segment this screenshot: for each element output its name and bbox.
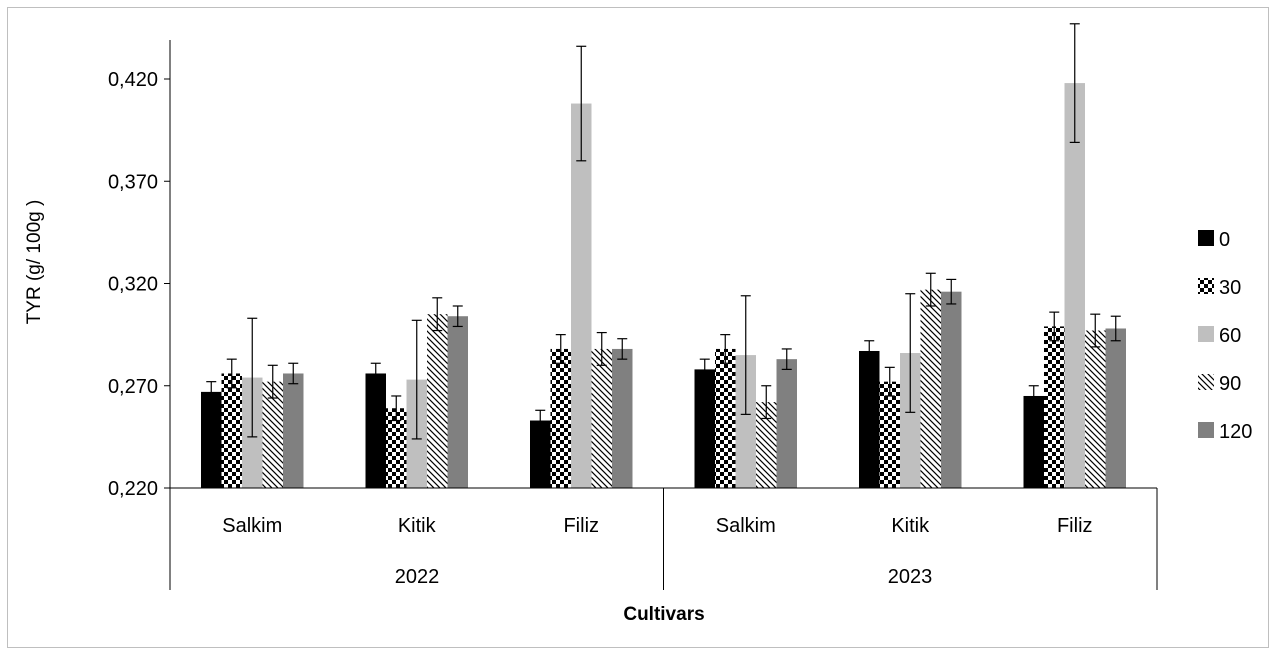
error-bar	[576, 45, 587, 162]
y-tick-label: 0,220	[108, 478, 158, 500]
bar-series-90-kitik	[920, 289, 941, 488]
bar-series-90-filiz	[1085, 330, 1106, 488]
category-label: Salkim	[222, 515, 282, 537]
y-tick-label: 0,320	[108, 274, 158, 296]
error-bar	[391, 395, 402, 422]
bar-series-120-salkim	[776, 359, 797, 488]
error-bar	[1049, 311, 1060, 342]
category-label: Kitik	[891, 515, 930, 537]
error-bar	[1090, 313, 1101, 348]
error-bar	[267, 364, 278, 399]
error-bar	[432, 297, 443, 332]
bar-series-30-salkim	[221, 373, 242, 488]
legend-label: 90	[1219, 373, 1241, 395]
error-bar	[884, 366, 895, 397]
error-bar	[740, 295, 751, 415]
error-bar	[905, 293, 916, 413]
bar-series-90-kitik	[427, 314, 448, 488]
legend-label: 120	[1219, 421, 1252, 443]
legend-label: 0	[1219, 229, 1230, 251]
legend-swatch	[1198, 422, 1214, 438]
bar-series-0-filiz	[1023, 395, 1044, 488]
y-tick-label: 0,270	[108, 376, 158, 398]
legend-item-120: 120	[1198, 421, 1252, 443]
category-label: Filiz	[563, 515, 599, 537]
bar-series-90-filiz	[591, 348, 612, 488]
bar-series-60-filiz	[1064, 83, 1085, 488]
bar-series-90-salkim	[262, 381, 283, 488]
category-label: Filiz	[1057, 515, 1093, 537]
error-bar	[247, 317, 258, 438]
bar-series-120-kitik	[447, 316, 468, 488]
bar-series-0-filiz	[530, 420, 551, 488]
error-bar	[761, 385, 772, 420]
error-bar	[535, 409, 546, 432]
error-bar	[720, 334, 731, 364]
error-bar	[1069, 23, 1080, 143]
legend-swatch	[1198, 326, 1214, 342]
error-bar	[411, 319, 422, 440]
x-axis-title: Cultivars	[623, 604, 704, 625]
error-bar	[288, 362, 299, 385]
bar-series-30-kitik	[386, 408, 407, 488]
bar-series-0-salkim	[694, 369, 715, 488]
error-bar	[925, 272, 936, 307]
group-label-2023: 2023	[888, 566, 933, 588]
bar-series-60-filiz	[571, 103, 592, 488]
legend-item-0: 0	[1198, 229, 1230, 251]
legend-label: 60	[1219, 325, 1241, 347]
legend-swatch	[1198, 278, 1214, 294]
error-bar	[781, 348, 792, 370]
legend-label: 30	[1219, 277, 1241, 299]
legend-swatch	[1198, 374, 1214, 390]
bar-series-120-salkim	[283, 373, 304, 488]
bar-series-90-salkim	[756, 402, 777, 488]
error-bar	[617, 338, 628, 360]
bar-series-120-filiz	[1105, 328, 1126, 488]
error-bar	[226, 358, 237, 389]
bar-series-0-kitik	[859, 350, 880, 488]
error-bar	[555, 334, 566, 364]
legend-item-60: 60	[1198, 325, 1241, 347]
bar-series-30-kitik	[879, 381, 900, 488]
y-axis-title: TYR (g/ 100g )	[24, 200, 45, 325]
bar-series-0-salkim	[201, 391, 222, 488]
y-tick-label: 0,370	[108, 171, 158, 193]
bar-series-30-filiz	[550, 348, 571, 488]
bar-series-60-kitik	[900, 353, 921, 488]
bar-series-30-filiz	[1044, 326, 1065, 488]
bar-series-120-filiz	[612, 348, 633, 488]
error-bar	[699, 358, 710, 381]
error-bar	[370, 362, 381, 385]
error-bar	[864, 340, 875, 362]
y-tick-label: 0,420	[108, 69, 158, 91]
category-label: Kitik	[398, 515, 437, 537]
category-label: Salkim	[716, 515, 776, 537]
error-bar	[1110, 315, 1121, 342]
error-bar	[206, 381, 217, 403]
legend-swatch	[1198, 230, 1214, 246]
legend-item-30: 30	[1198, 277, 1241, 299]
bar-series-30-salkim	[715, 348, 736, 488]
bar-series-0-kitik	[365, 373, 386, 488]
bar-series-120-kitik	[941, 291, 962, 488]
error-bar	[1028, 385, 1039, 407]
legend-item-90: 90	[1198, 373, 1241, 395]
error-bar	[946, 278, 957, 305]
bar-series-60-salkim	[735, 355, 756, 488]
error-bar	[596, 331, 607, 366]
group-label-2022: 2022	[395, 566, 440, 588]
error-bar	[452, 305, 463, 328]
